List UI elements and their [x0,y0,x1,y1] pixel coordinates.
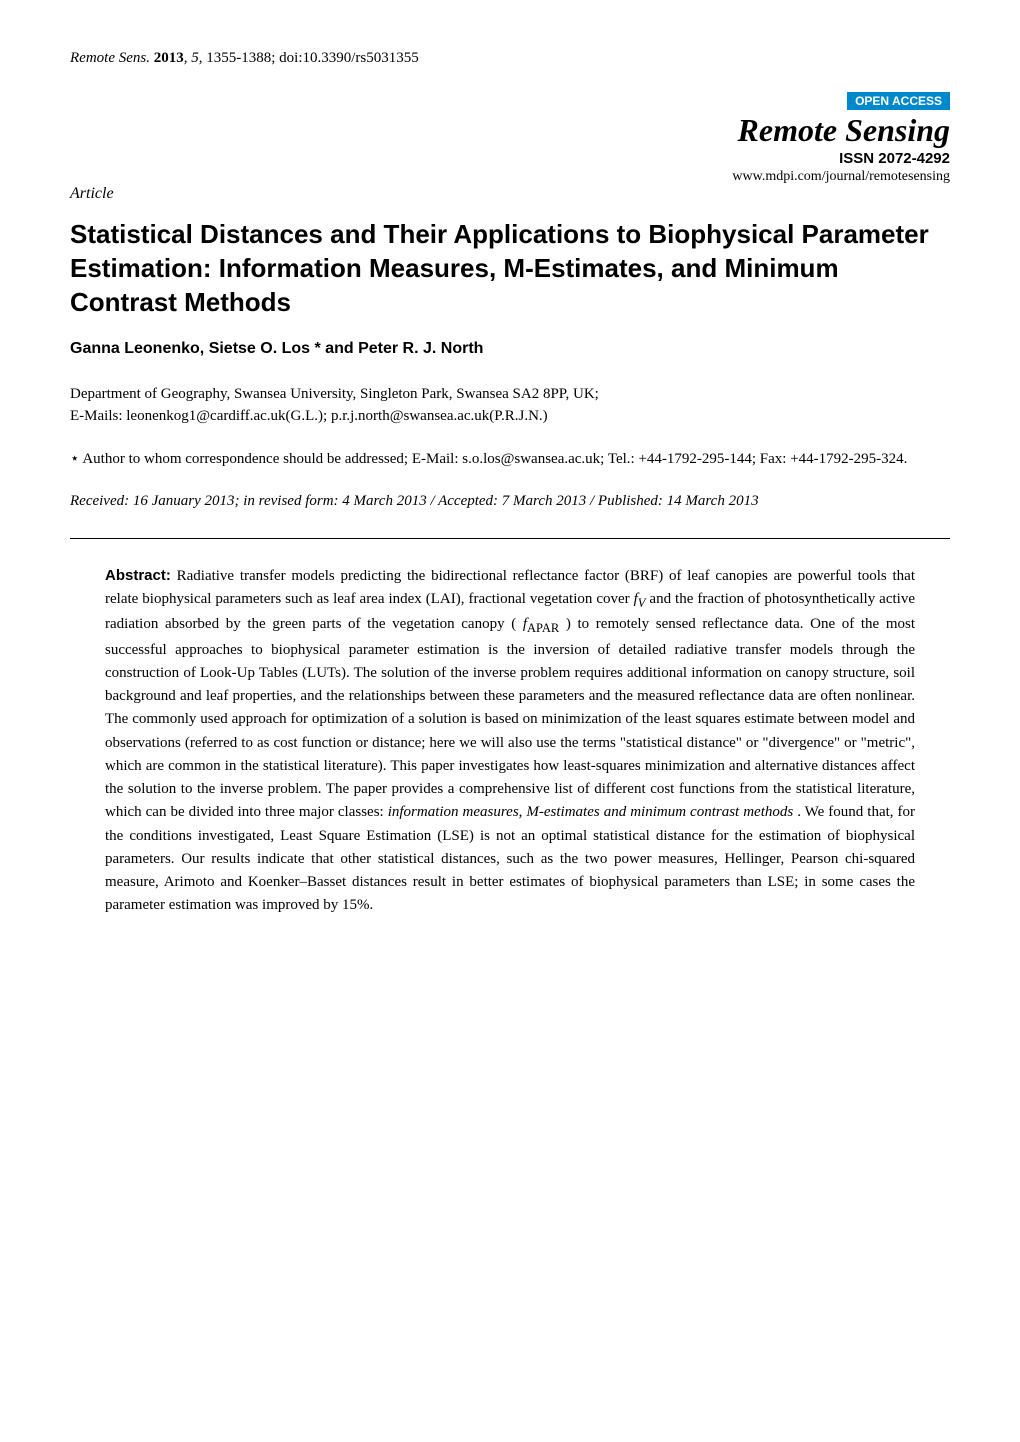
publication-dates: Received: 16 January 2013; in revised fo… [70,490,950,513]
affiliation-text: Department of Geography, Swansea Univers… [70,386,599,402]
correspondence-text: Author to whom correspondence should be … [82,451,907,467]
citation-year: 2013 [154,50,184,66]
citation-pages: 1355-1388 [206,50,271,66]
citation-volume: 5 [191,50,199,66]
symbol-fapar-sub: APAR [527,621,559,635]
abstract-label: Abstract: [105,567,171,584]
journal-url: www.mdpi.com/journal/remotesensing [732,169,950,185]
article-authors: Ganna Leonenko, Sietse O. Los * and Pete… [70,340,950,358]
abstract-text-4: . We found that, for the conditions inve… [105,804,915,913]
affiliation-emails: E-Mails: leonenkog1@cardiff.ac.uk(G.L.);… [70,408,548,424]
symbol-fv-sub: V [638,596,646,610]
journal-header-block: OPEN ACCESS Remote Sensing ISSN 2072-429… [732,92,950,185]
correspondence-block: ⋆ Author to whom correspondence should b… [70,448,950,471]
affiliation-block: Department of Geography, Swansea Univers… [70,383,950,428]
article-type: Article [70,185,950,203]
correspondence-star: ⋆ [70,451,79,467]
abstract-block: Abstract: Radiative transfer models pred… [70,564,950,918]
article-title: Statistical Distances and Their Applicat… [70,218,950,319]
header-citation: Remote Sens. 2013, 5, 1355-1388; doi:10.… [70,50,950,67]
citation-journal: Remote Sens. [70,50,150,66]
abstract-classes: information measures, M-estimates and mi… [388,804,793,820]
abstract-text-3: ) to remotely sensed reflectance data. O… [105,616,915,820]
citation-doi: doi:10.3390/rs5031355 [279,50,419,66]
journal-issn: ISSN 2072-4292 [732,150,950,167]
section-divider [70,538,950,539]
open-access-badge: OPEN ACCESS [847,92,950,110]
journal-name: Remote Sensing [732,113,950,148]
